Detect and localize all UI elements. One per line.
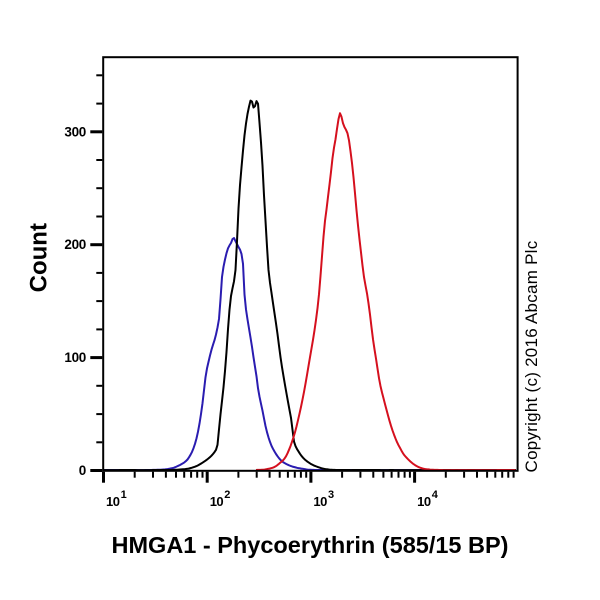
svg-text:10: 10 [106,494,120,509]
svg-text:1: 1 [121,489,127,501]
svg-text:10: 10 [210,494,224,509]
svg-text:10: 10 [417,494,431,509]
svg-text:100: 100 [64,350,86,365]
svg-text:2: 2 [224,489,230,501]
svg-text:Count: Count [26,223,53,292]
svg-text:3: 3 [328,489,334,501]
svg-text:HMGA1 - Phycoerythrin (585/15: HMGA1 - Phycoerythrin (585/15 BP) [112,532,509,558]
svg-text:0: 0 [79,463,86,478]
svg-text:4: 4 [432,489,439,501]
svg-text:200: 200 [64,237,86,252]
svg-text:300: 300 [64,124,86,139]
svg-text:10: 10 [313,494,327,509]
svg-text:Copyright (c) 2016 Abcam Plc: Copyright (c) 2016 Abcam Plc [522,240,541,472]
